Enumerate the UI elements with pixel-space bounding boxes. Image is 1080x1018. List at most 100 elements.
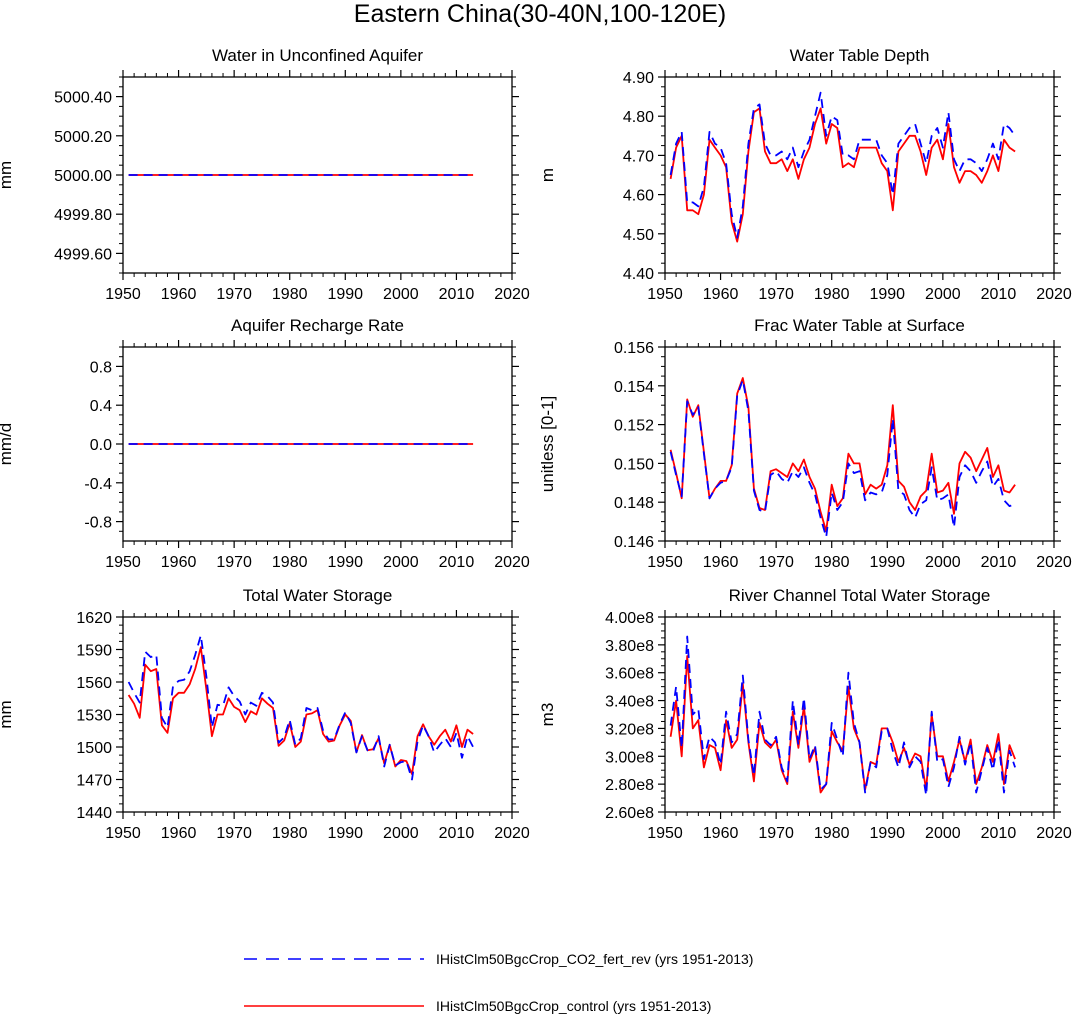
plot-frame [122, 616, 513, 813]
y-tick-label: 1500 [76, 740, 112, 757]
x-tick-label: 2010 [981, 286, 1017, 303]
x-tick-label: 1970 [758, 554, 794, 571]
y-tick-label: 0.154 [614, 379, 654, 396]
x-tick-label: 1970 [216, 286, 252, 303]
y-tick-label: 4.90 [623, 70, 654, 87]
y-tick-label: 4999.60 [54, 246, 112, 263]
y-tick-label: 3.20e8 [605, 721, 654, 738]
y-tick-label: 4.40 [623, 266, 654, 283]
panel-6: River Channel Total Water Storage m3 1950 1… [538, 586, 1072, 842]
series-line-control [669, 377, 1016, 533]
panel-title: Water Table Depth [790, 46, 930, 65]
panel-2: Water Table Depth m 1950 1960 1970 1980 1990 20… [538, 46, 1072, 303]
y-tick-label: 0.156 [614, 340, 654, 357]
y-tick-label: 4.80 [623, 109, 654, 126]
y-tick-label: 1470 [76, 773, 112, 790]
x-tick-label: 2010 [981, 554, 1017, 571]
x-tick-label: 2010 [439, 286, 475, 303]
x-tick-label: 1950 [105, 554, 141, 571]
y-tick-label: 0.152 [614, 418, 654, 435]
y-tick-label: 2.80e8 [605, 777, 654, 794]
x-tick-label: 1960 [703, 825, 739, 842]
y-tick-label: 3.00e8 [605, 749, 654, 766]
x-tick-label: 1980 [272, 825, 308, 842]
x-tick-label: 1990 [869, 554, 905, 571]
x-tick-label: 1990 [327, 554, 363, 571]
legend-label-control: IHistClm50BgcCrop_control (yrs 1951-2013… [436, 998, 711, 1014]
y-tick-label: 0.4 [90, 398, 112, 415]
x-tick-label: 2000 [925, 554, 961, 571]
series-line-co2-fert [127, 634, 474, 781]
x-tick-label: 2010 [981, 825, 1017, 842]
y-axis-label: m3 [538, 703, 557, 727]
legend: IHistClm50BgcCrop_CO2_fert_rev (yrs 1951… [244, 951, 753, 1014]
y-tick-label: 1620 [76, 610, 112, 627]
x-tick-label: 1970 [758, 286, 794, 303]
panel-title: Total Water Storage [243, 586, 393, 605]
y-tick-label: 4.00e8 [605, 610, 654, 627]
x-tick-label: 1990 [327, 825, 363, 842]
panel-title: Water in Unconfined Aquifer [212, 46, 423, 65]
y-tick-label: 0.150 [614, 456, 654, 473]
y-tick-label: 5000.40 [54, 90, 112, 107]
x-tick-label: 1980 [814, 825, 850, 842]
y-tick-label: 4.60 [623, 188, 654, 205]
panel-title: Aquifer Recharge Rate [231, 316, 404, 335]
y-tick-label: 5000.00 [54, 168, 112, 185]
x-tick-label: 1960 [703, 286, 739, 303]
series-line-control [127, 646, 474, 775]
y-tick-label: 5000.20 [54, 129, 112, 146]
x-tick-label: 1950 [105, 825, 141, 842]
y-tick-label: 0.0 [90, 437, 112, 454]
x-tick-label: 1970 [216, 554, 252, 571]
y-tick-label: 0.148 [614, 495, 654, 512]
x-tick-label: 1950 [647, 286, 683, 303]
x-tick-label: 1970 [216, 825, 252, 842]
y-axis-label: m [538, 168, 557, 182]
y-tick-label: 3.40e8 [605, 694, 654, 711]
x-tick-label: 2000 [383, 554, 419, 571]
panels: Water in Unconfined Aquifer mm 1950 1960 197… [0, 46, 1072, 842]
x-tick-label: 1960 [161, 286, 197, 303]
y-tick-label: -0.8 [84, 515, 112, 532]
y-tick-label: 4999.80 [54, 207, 112, 224]
x-tick-label: 2010 [439, 825, 475, 842]
x-tick-label: 1980 [272, 554, 308, 571]
legend-label-co2-fert: IHistClm50BgcCrop_CO2_fert_rev (yrs 1951… [436, 951, 753, 967]
y-tick-label: 1590 [76, 643, 112, 660]
x-tick-label: 1950 [647, 554, 683, 571]
series-line-co2-fert [669, 379, 1016, 538]
y-tick-label: 1530 [76, 708, 112, 725]
x-tick-label: 2000 [925, 825, 961, 842]
x-tick-label: 2010 [439, 554, 475, 571]
plot-frame [664, 76, 1055, 274]
y-tick-label: 3.80e8 [605, 638, 654, 655]
x-tick-label: 1950 [647, 825, 683, 842]
panel-1: Water in Unconfined Aquifer mm 1950 1960 197… [0, 46, 530, 303]
x-tick-label: 1950 [105, 286, 141, 303]
y-axis-label: unitless [0-1] [538, 396, 557, 492]
series-line-co2-fert [669, 635, 1016, 797]
series-line-control [669, 107, 1016, 243]
x-tick-label: 1980 [272, 286, 308, 303]
panel-4: Frac Water Table at Surface unitless [0-1… [538, 316, 1072, 571]
series-line-co2-fert [669, 91, 1016, 239]
x-tick-label: 2020 [494, 554, 530, 571]
x-tick-label: 2000 [383, 825, 419, 842]
panel-title: River Channel Total Water Storage [729, 586, 991, 605]
y-tick-label: 4.50 [623, 227, 654, 244]
x-tick-label: 1980 [814, 554, 850, 571]
y-tick-label: 3.60e8 [605, 666, 654, 683]
plot-frame [664, 346, 1055, 542]
x-tick-label: 1960 [161, 554, 197, 571]
x-tick-label: 1980 [814, 286, 850, 303]
x-tick-label: 2020 [494, 825, 530, 842]
y-tick-label: 4.70 [623, 148, 654, 165]
y-tick-label: 0.8 [90, 359, 112, 376]
plot-frame [664, 616, 1055, 813]
x-tick-label: 1970 [758, 825, 794, 842]
y-tick-label: 2.60e8 [605, 805, 654, 822]
x-tick-label: 2020 [1036, 286, 1072, 303]
panel-3: Aquifer Recharge Rate mm/d 1950 1960 1970 198… [0, 316, 530, 571]
x-tick-label: 1990 [327, 286, 363, 303]
